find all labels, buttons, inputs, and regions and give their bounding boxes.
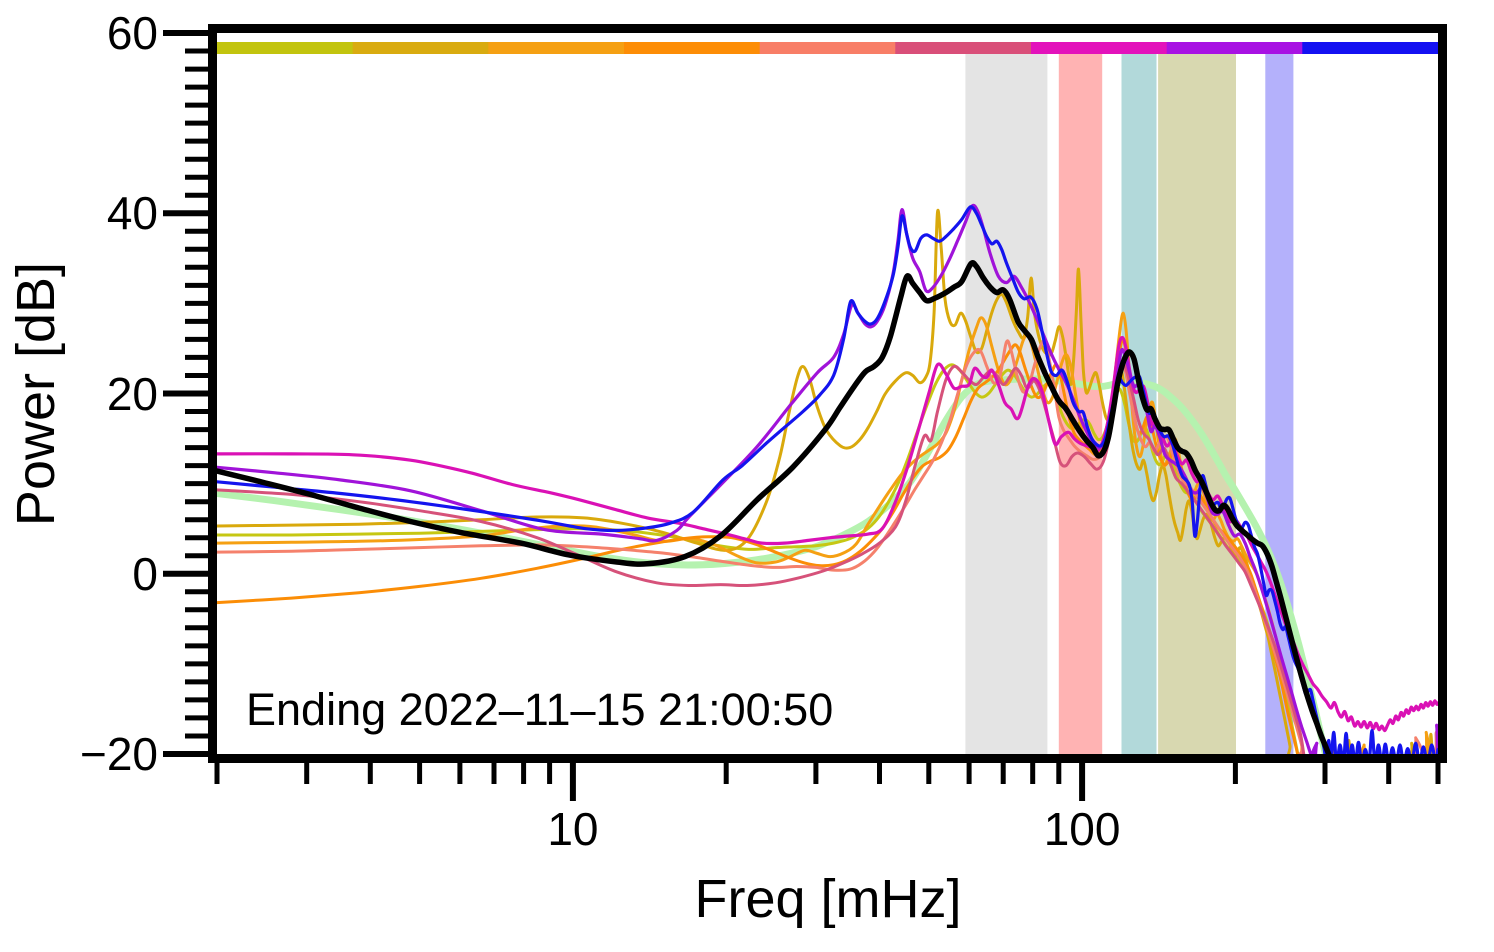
colorbar-segment-8 xyxy=(1302,42,1439,54)
colorbar-segment-3 xyxy=(624,42,761,54)
x-axis-title: Freq [mHz] xyxy=(694,869,962,929)
y-tick-label-20: 20 xyxy=(106,367,158,420)
y-tick-label-60: 60 xyxy=(106,7,158,59)
y-tick-label-m20: −20 xyxy=(79,728,158,780)
x-tick-label-10: 10 xyxy=(547,803,599,855)
curve-crimson xyxy=(217,362,1306,754)
time-colorbar xyxy=(217,42,1439,54)
plot-frame xyxy=(208,24,1447,763)
colorbar-segment-1 xyxy=(352,42,489,54)
colorbar-segment-5 xyxy=(895,42,1032,54)
colorbar-segment-4 xyxy=(759,42,896,54)
axis-ticks xyxy=(163,30,1441,801)
colorbar-segment-6 xyxy=(1031,42,1168,54)
band-olive xyxy=(1158,54,1236,754)
curve-magenta xyxy=(217,335,1438,733)
x-tick-label-100: 100 xyxy=(1043,803,1121,855)
curve-violet xyxy=(217,203,1438,754)
colorbar-segment-7 xyxy=(1166,42,1303,54)
curve-mean-black xyxy=(217,260,1332,754)
colorbar-segment-2 xyxy=(488,42,625,54)
ending-time-annotation: Ending 2022–11–15 21:00:50 xyxy=(246,684,834,735)
colorbar-segment-0 xyxy=(217,42,354,54)
y-tick-label-40: 40 xyxy=(106,187,158,240)
y-tick-label-0: 0 xyxy=(132,547,158,600)
y-axis-title: Power [dB] xyxy=(6,261,66,527)
curve-blue xyxy=(217,205,1438,754)
spectra-curves xyxy=(217,203,1438,754)
frequency-bands xyxy=(965,54,1294,754)
